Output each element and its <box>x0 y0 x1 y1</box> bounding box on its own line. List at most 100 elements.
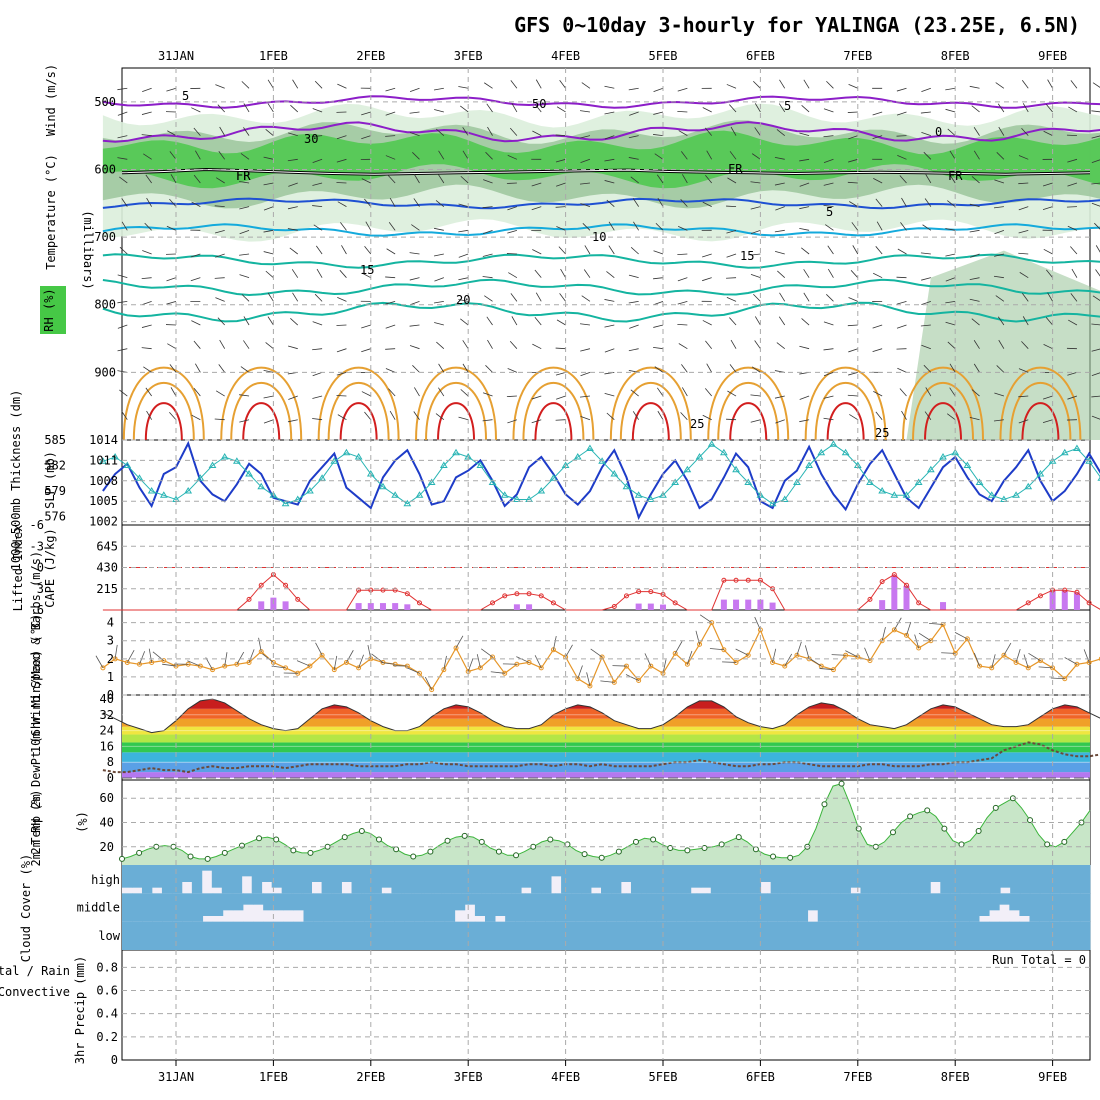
cloud-bar-low <box>293 921 304 950</box>
wind-barb <box>412 152 420 160</box>
thickness-point <box>610 470 619 477</box>
wind-barb <box>336 348 347 353</box>
wind-speed-point <box>234 661 240 667</box>
cloud-bar-middle <box>848 893 859 922</box>
wind-barb <box>414 174 420 184</box>
cloud-bar-middle <box>777 893 788 922</box>
temperature-contour <box>102 278 1100 297</box>
rh-point <box>136 849 143 856</box>
wind-barb <box>677 300 688 305</box>
contour-label: 5 <box>784 99 791 113</box>
cloud-bar-high <box>610 865 622 894</box>
rh-point <box>1044 841 1051 848</box>
cloud-bar-middle <box>394 893 405 922</box>
cloud-bar-middle <box>404 893 415 922</box>
wind-barb <box>750 273 761 279</box>
wind-barb <box>413 411 420 420</box>
cloud-bar-low <box>485 921 496 950</box>
cape-bar <box>392 603 399 610</box>
wind-barb <box>1071 268 1078 278</box>
y-tick-label: 24 <box>100 724 114 738</box>
wind-barb <box>1043 344 1053 350</box>
wind-speed-point <box>319 652 325 658</box>
cloud-bar-middle <box>1009 893 1020 911</box>
thickness-point <box>732 465 740 473</box>
wind-barb <box>361 324 371 329</box>
wind-barb <box>409 300 420 306</box>
wind-speed-point <box>100 665 106 671</box>
wind-barb <box>872 348 883 353</box>
cloud-bar-low <box>1049 921 1061 950</box>
rh-point <box>290 847 297 854</box>
lifted-index-point <box>356 587 362 593</box>
temperature-band <box>122 752 1090 763</box>
wind-barb <box>608 245 615 255</box>
wind-barb <box>462 150 469 160</box>
cape-bar <box>355 603 362 610</box>
thickness-point <box>99 457 107 464</box>
cloud-bar-high <box>461 865 472 894</box>
cloud-bar-low <box>626 921 637 950</box>
wind-barb <box>193 174 201 184</box>
contour-label: 25 <box>690 417 704 431</box>
y-tick-label: 0.8 <box>96 960 118 974</box>
wind-barb <box>484 82 493 89</box>
wind-barb <box>385 300 396 305</box>
y-tick-label-lifted: 0 <box>37 561 44 575</box>
wind-barb <box>507 206 518 211</box>
wind-speed-point <box>684 661 690 667</box>
wind-barb <box>1045 104 1053 113</box>
cloud-bar-high <box>1020 865 1031 894</box>
cloud-bar-low <box>777 921 788 950</box>
lifted-index-line <box>102 573 1100 611</box>
wind-barb <box>145 387 152 397</box>
cloud-bar-high <box>720 865 732 894</box>
wind-barb <box>292 79 299 89</box>
wind-barb <box>288 345 298 350</box>
wind-barb <box>897 367 907 373</box>
panel-precip <box>121 949 1091 1061</box>
wind-barb <box>438 363 445 373</box>
lifted-index-point <box>417 600 422 606</box>
wind-barb <box>388 175 396 184</box>
wind-barb <box>996 365 1005 373</box>
thickness-point <box>354 453 363 460</box>
cloud-bar-low <box>162 921 173 950</box>
wind-barb <box>263 395 274 399</box>
cloud-bar-low <box>263 921 274 950</box>
lifted-index-point <box>904 582 909 588</box>
wind-barb <box>143 366 152 373</box>
cloud-bar-high <box>481 865 492 894</box>
cloud-bar-high <box>980 865 991 894</box>
wind-barb <box>1068 319 1078 326</box>
wind-barb <box>336 135 347 140</box>
wind-barb <box>823 158 834 164</box>
y-tick-label: 0.4 <box>96 1007 118 1021</box>
wind-barb <box>1018 252 1029 255</box>
wind-barb <box>580 416 591 421</box>
wind-barb <box>969 277 980 281</box>
wind-barb <box>409 324 420 327</box>
wind-barb <box>507 229 518 234</box>
lifted-index-point <box>648 589 654 595</box>
wind-barb <box>433 300 444 304</box>
wind-speed-point <box>587 683 593 689</box>
cloud-bar-middle <box>737 893 748 922</box>
cloud-bar-middle <box>948 893 960 922</box>
cloud-bar-low <box>807 921 819 950</box>
cloud-bar-middle <box>575 893 587 922</box>
cloud-bar-middle <box>232 893 244 911</box>
cape-bar <box>660 604 666 610</box>
wind-barb <box>774 395 785 399</box>
thickness-point <box>586 444 594 451</box>
wind-barb <box>146 410 152 420</box>
thickness-point <box>232 457 241 464</box>
cloud-bar-middle <box>172 893 183 922</box>
series-line-thickness <box>102 443 1100 505</box>
wind-barb <box>482 229 493 235</box>
wind-barb <box>799 345 810 350</box>
wind-barb <box>337 414 347 421</box>
wind-barb <box>433 87 444 91</box>
wind-barb <box>460 318 469 326</box>
cape-bar <box>404 604 411 610</box>
